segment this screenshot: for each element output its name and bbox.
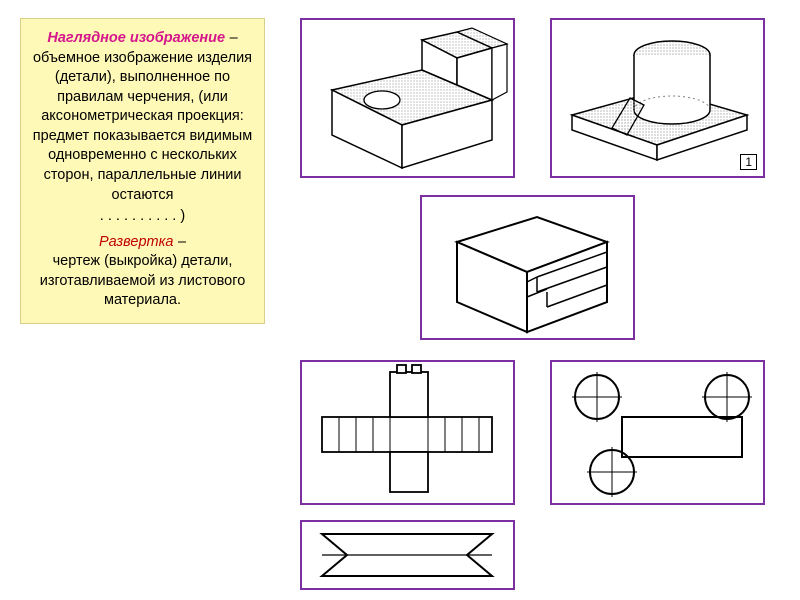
body-2: чертеж (выкройка) детали, изготавливаемо… [29,252,256,311]
figure-stepped-block [420,195,635,340]
figure-block-notch [300,18,515,178]
drawing-stepped-block [422,197,633,338]
figure-cylinder-plate: 1 [550,18,765,178]
term-1: Наглядное изображение [47,30,225,46]
drawing-block-notch [302,20,513,176]
definition-1: Наглядное изображение – объемное изображ… [29,29,256,205]
figure-ortho-circles [550,360,765,505]
definition-2: Развертка – [29,233,256,253]
ellipsis: . . . . . . . . . . ) [29,207,256,227]
body-1: – объемное изображение изделия (детали),… [33,30,252,203]
figure-unfold-cross [300,360,515,505]
definition-textbox: Наглядное изображение – объемное изображ… [20,18,265,324]
figure-label-1: 1 [740,154,757,170]
drawing-unfold-cross [302,362,513,503]
drawing-cylinder-plate [552,20,763,176]
drawing-banner [302,522,513,588]
figure-banner [300,520,515,590]
drawing-ortho-circles [552,362,763,503]
term-2: Развертка [99,234,174,250]
